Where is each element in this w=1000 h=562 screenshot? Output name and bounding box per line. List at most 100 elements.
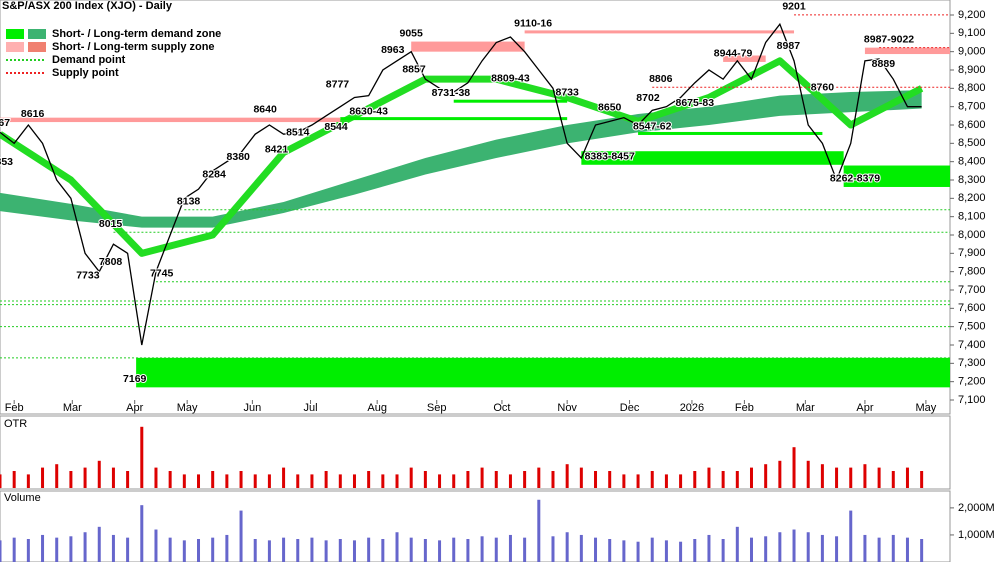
volume-bar	[863, 534, 867, 562]
volume-bar	[636, 541, 640, 562]
otr-bar	[126, 471, 130, 488]
y-tick-label: 8,800	[958, 82, 986, 94]
otr-bar	[352, 474, 356, 488]
legend-swatch	[6, 42, 24, 52]
otr-bar	[749, 467, 753, 488]
otr-bar	[296, 474, 300, 488]
x-tick-label: Jul	[303, 402, 317, 414]
x-tick-label: 2026	[680, 402, 704, 414]
otr-bar	[409, 467, 413, 488]
legend-swatch	[6, 29, 24, 39]
otr-bar	[920, 471, 924, 488]
demand-zone	[581, 151, 844, 165]
y-tick-label: 8,900	[958, 64, 986, 76]
otr-bar	[579, 467, 583, 488]
volume-tick-label: 2,000M	[958, 502, 995, 514]
volume-bar	[551, 536, 555, 562]
supply-zone	[723, 55, 766, 62]
otr-bar	[83, 467, 87, 488]
otr-bar	[537, 467, 541, 488]
annotation: 8138	[177, 195, 201, 207]
otr-bar	[41, 467, 45, 488]
otr-bar	[494, 471, 498, 488]
volume-bar	[395, 532, 399, 562]
annotation: 8262-8379	[830, 173, 880, 185]
volume-bar	[608, 539, 612, 562]
x-tick-label: Aug	[367, 402, 387, 414]
otr-bar	[310, 474, 314, 488]
otr-bar	[820, 464, 824, 488]
volume-bar	[494, 537, 498, 562]
annotation: 8963	[381, 44, 405, 56]
volume-bar	[594, 537, 598, 562]
y-tick-label: 8,300	[958, 174, 986, 186]
otr-bar	[480, 467, 484, 488]
volume-bar	[381, 539, 385, 562]
annotation: 8777	[326, 78, 350, 90]
y-tick-label: 8,700	[958, 101, 986, 113]
annotation: 7733	[76, 270, 100, 282]
otr-bar	[664, 474, 668, 488]
otr-bar	[863, 464, 867, 488]
annotation: 7745	[150, 268, 174, 280]
volume-bar	[891, 534, 895, 562]
otr-bar	[466, 471, 470, 488]
otr-bar	[806, 460, 810, 488]
demand-zone	[843, 165, 950, 187]
y-tick-label: 7,100	[958, 394, 986, 406]
x-tick-label: May	[177, 402, 198, 414]
otr-bar	[381, 474, 385, 488]
annotation: 8383-8457	[585, 151, 635, 163]
otr-bar	[693, 471, 697, 488]
x-tick-label: Jun	[244, 402, 262, 414]
y-tick-label: 8,600	[958, 119, 986, 131]
legend-label: Demand point	[52, 54, 126, 66]
demand-zone	[453, 99, 568, 103]
volume-bar	[650, 537, 654, 562]
volume-bar	[0, 540, 2, 562]
otr-bar	[650, 471, 654, 488]
y-tick-label: 7,900	[958, 247, 986, 259]
otr-bar	[225, 474, 229, 488]
volume-bar	[324, 540, 328, 562]
otr-bar	[282, 467, 286, 488]
volume-bar	[352, 540, 356, 562]
y-tick-label: 7,400	[958, 339, 986, 351]
otr-bar	[891, 471, 895, 488]
annotation: 8650	[598, 102, 622, 114]
annotation: 8547-62	[633, 120, 672, 132]
legend-label: Supply point	[52, 67, 119, 79]
volume-bar	[126, 537, 130, 562]
annotation: 8630-43	[349, 105, 388, 117]
otr-bar	[12, 471, 16, 488]
y-tick-label: 8,200	[958, 192, 986, 204]
x-tick-label: Mar	[63, 402, 82, 414]
annotation: 8675-83	[676, 97, 715, 109]
otr-bar	[324, 471, 328, 488]
otr-bar	[154, 467, 158, 488]
otr-bar	[508, 474, 512, 488]
supply-zone	[411, 41, 525, 52]
otr-bar	[835, 467, 839, 488]
annotation: 7169	[123, 373, 147, 385]
x-tick-label: Feb	[735, 402, 754, 414]
otr-bar	[721, 471, 725, 488]
volume-bar	[239, 510, 243, 562]
volume-bar	[452, 537, 456, 562]
legend-label: Short- / Long-term supply zone	[52, 41, 215, 53]
supply-zone	[0, 117, 341, 123]
x-tick-label: Apr	[856, 402, 873, 414]
otr-bar	[182, 474, 186, 488]
y-tick-label: 7,600	[958, 302, 986, 314]
volume-bar	[267, 540, 271, 562]
legend-swatch	[28, 42, 46, 52]
volume-bar	[69, 536, 73, 562]
volume-bar	[225, 534, 229, 562]
y-tick-label: 8,100	[958, 211, 986, 223]
annotation: 8857	[402, 64, 426, 76]
y-tick-label: 7,800	[958, 266, 986, 278]
background-layer	[0, 14, 951, 388]
